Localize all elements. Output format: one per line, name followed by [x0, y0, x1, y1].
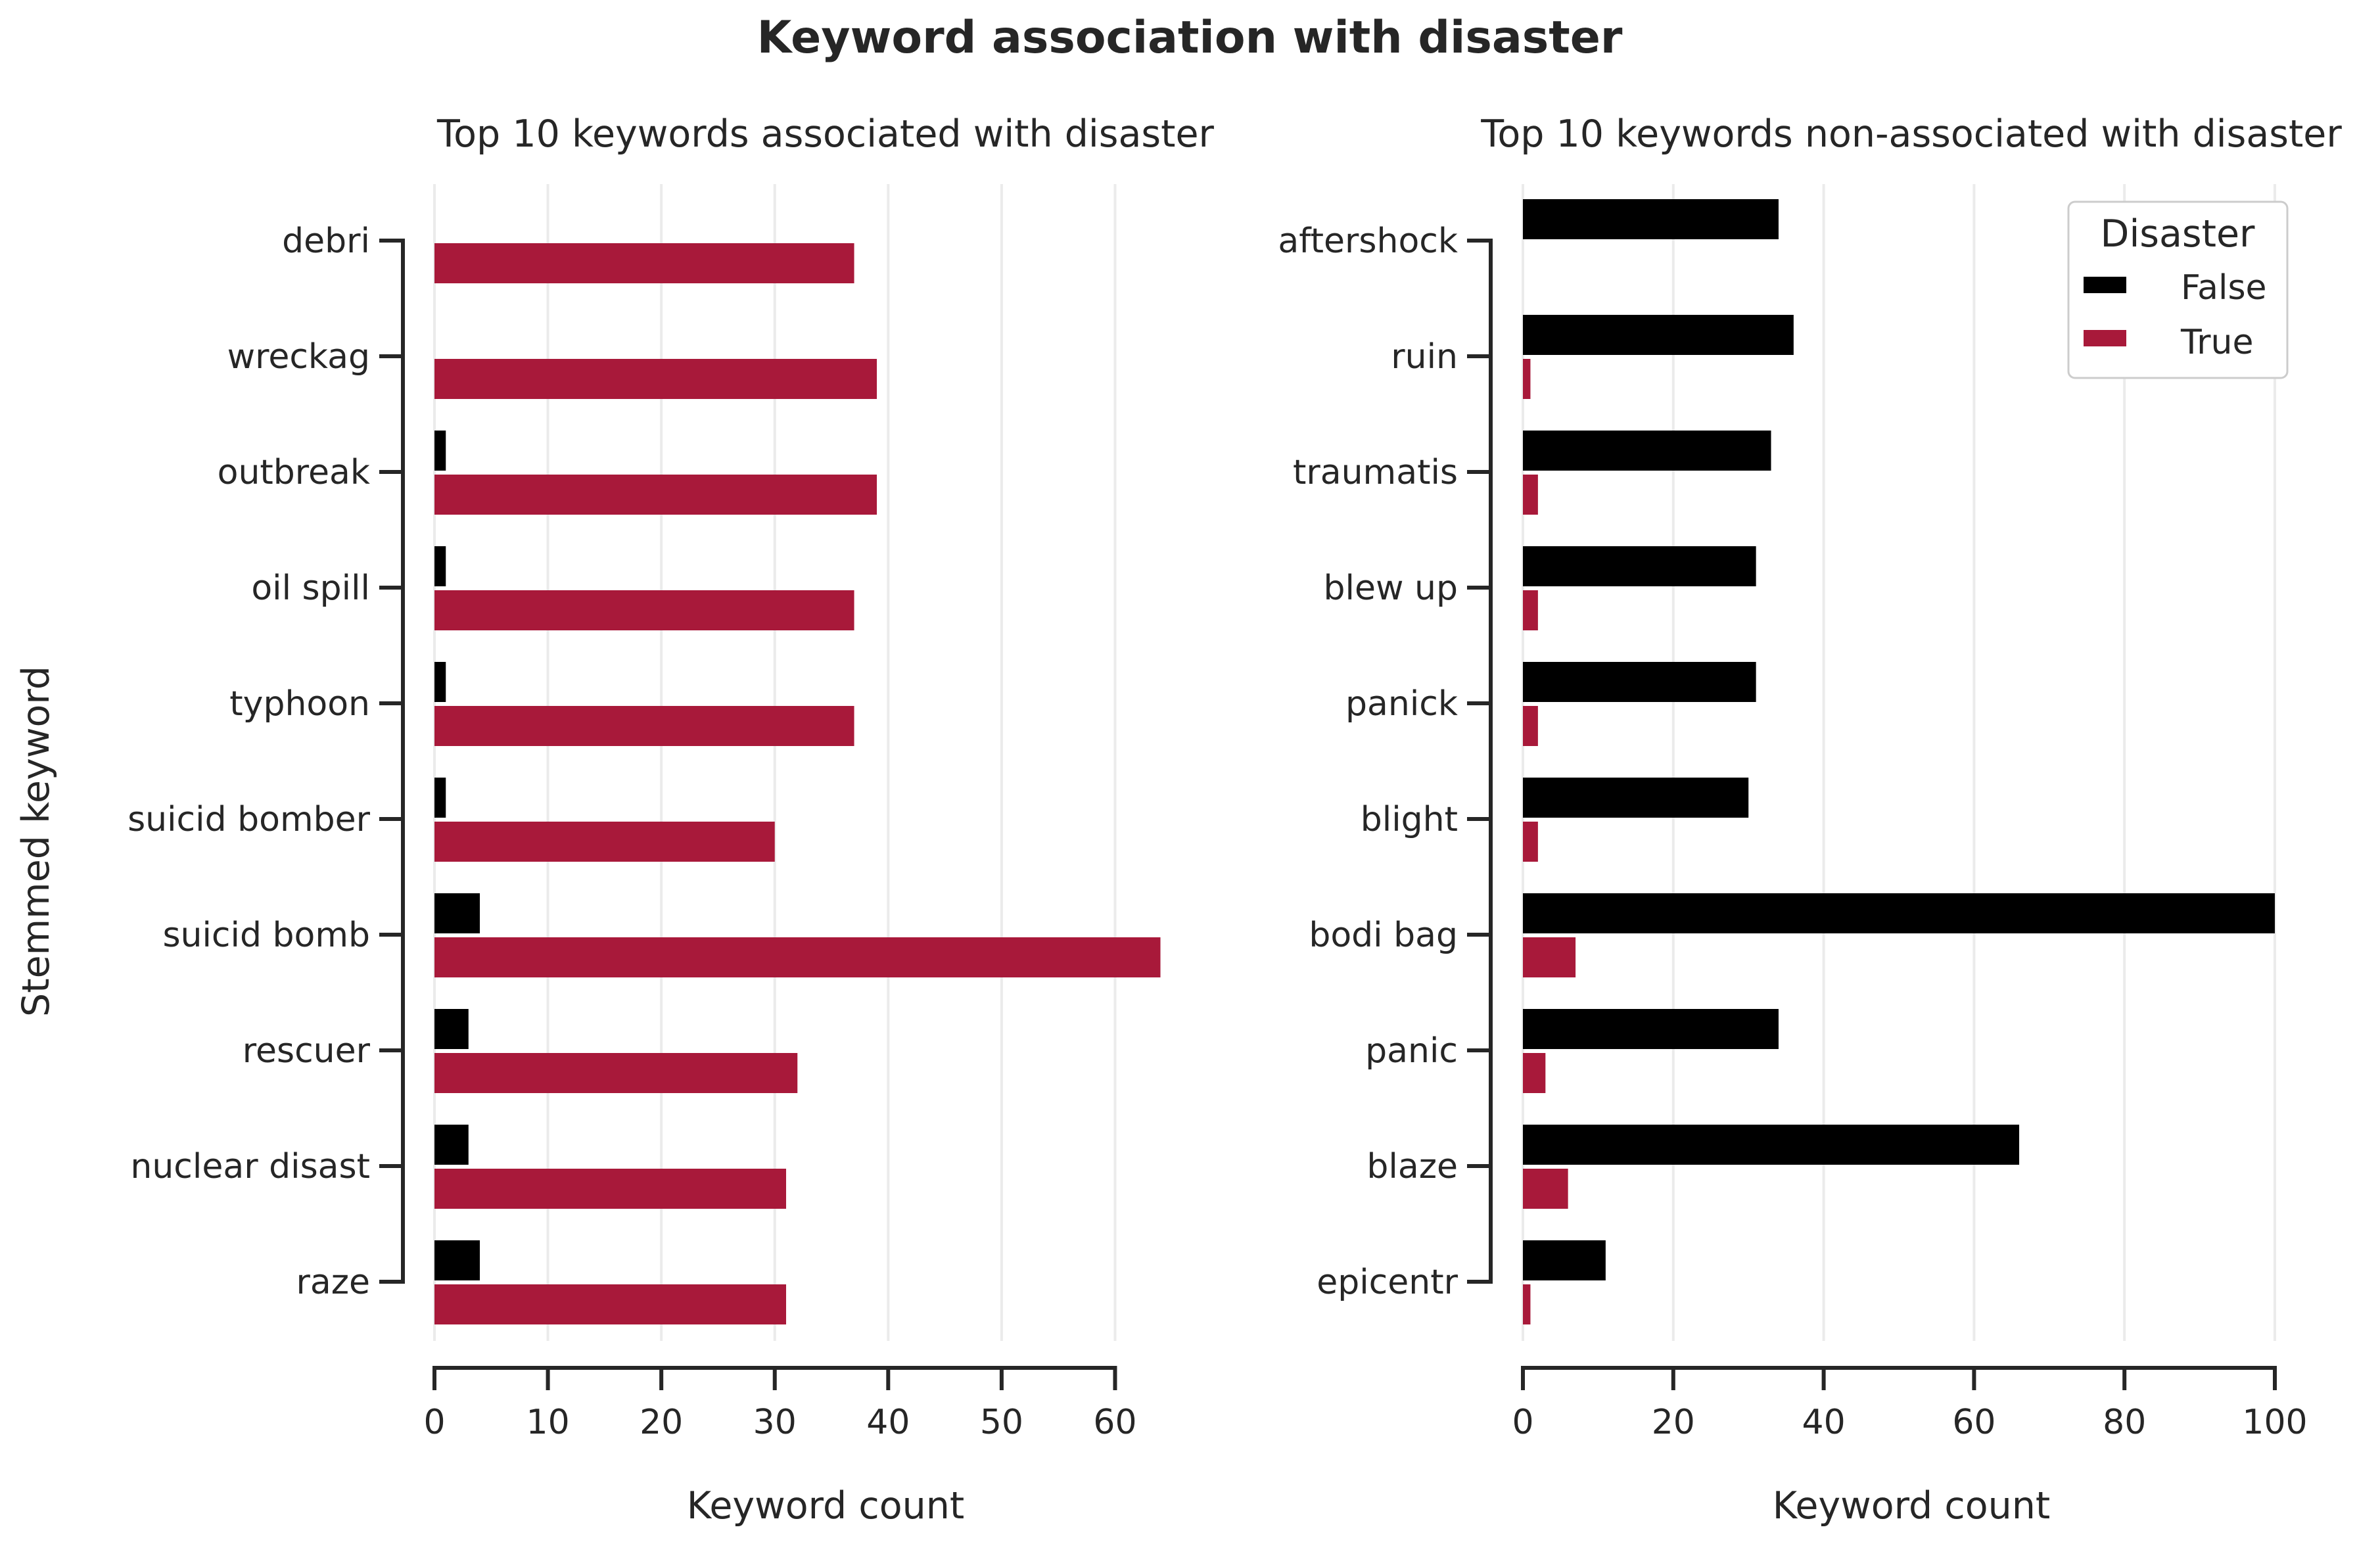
left-bar-false — [434, 1125, 469, 1165]
right-bar-true — [1523, 475, 1538, 515]
left-bar-true — [434, 1053, 798, 1093]
right-x-tick-label: 0 — [1512, 1403, 1533, 1442]
right-panel: Top 10 keywords non-associated with disa… — [1278, 112, 2342, 1528]
right-bar-true — [1523, 359, 1531, 399]
right-bar-false — [1523, 662, 1756, 702]
y-axis-label: Stemmed keyword — [14, 666, 58, 1017]
figure-title: Keyword association with disaster — [757, 12, 1623, 64]
left-y-tick-label: nuclear disast — [130, 1147, 370, 1186]
left-y-tick-label: oil spill — [251, 569, 370, 608]
left-x-tick-label: 50 — [980, 1403, 1023, 1442]
right-y-tick-label: panick — [1345, 684, 1458, 724]
left-panel-title: Top 10 keywords associated with disaster — [436, 112, 1214, 156]
right-y-tick-label: blew up — [1324, 569, 1458, 608]
right-y-tick-label: blaze — [1366, 1147, 1458, 1186]
legend-label-false: False — [2181, 268, 2267, 308]
legend-swatch-true — [2084, 330, 2126, 346]
right-x-tick-label: 20 — [1652, 1403, 1695, 1442]
legend: Disaster False True — [2067, 200, 2289, 379]
left-plot: debri wreckag outbreak oil spill typhoon suic… — [128, 184, 1161, 1442]
left-bar-true — [434, 590, 854, 630]
left-y-tick-label: suicid bomb — [162, 916, 370, 955]
left-panel: Top 10 keywords associated with disaster… — [14, 112, 1215, 1528]
right-bar-true — [1523, 822, 1538, 862]
left-bar-false — [434, 778, 446, 818]
left-x-tick-label: 60 — [1093, 1403, 1136, 1442]
left-x-tick-label: 30 — [753, 1403, 797, 1442]
right-x-tick-label: 80 — [2103, 1403, 2146, 1442]
right-x-axis-label: Keyword count — [1773, 1484, 2050, 1528]
right-bar-true — [1523, 1053, 1546, 1093]
left-bar-false — [434, 431, 446, 471]
left-bar-true — [434, 243, 854, 283]
left-x-tick-label: 10 — [526, 1403, 569, 1442]
left-bar-true — [434, 706, 854, 746]
left-bar-true — [434, 1284, 786, 1324]
right-x-tick-label: 60 — [1952, 1403, 1995, 1442]
left-y-tick-label: rescuer — [243, 1031, 371, 1071]
right-bar-false — [1523, 778, 1749, 818]
left-x-tick-label: 40 — [866, 1403, 910, 1442]
left-bar-true — [434, 822, 775, 862]
left-bar-true — [434, 359, 877, 399]
right-x-tick-label: 40 — [1802, 1403, 1846, 1442]
left-bar-false — [434, 1240, 480, 1280]
right-bar-false — [1523, 315, 1794, 355]
right-bar-true — [1523, 590, 1538, 630]
left-x-axis-label: Keyword count — [687, 1484, 964, 1528]
legend-label-true: True — [2180, 323, 2253, 362]
right-y-tick-label: blight — [1361, 800, 1458, 839]
left-y-tick-label: debri — [282, 222, 370, 261]
left-bar-false — [434, 662, 446, 702]
right-bar-true — [1523, 706, 1538, 746]
right-bar-true — [1523, 1169, 1568, 1209]
left-bar-true — [434, 937, 1161, 977]
right-bar-false — [1523, 546, 1756, 586]
right-bar-false — [1523, 199, 1779, 239]
right-plot: aftershock ruin traumatis blew up panick blig… — [1278, 184, 2308, 1442]
left-bar-false — [434, 546, 446, 586]
right-y-tick-label: bodi bag — [1309, 916, 1458, 955]
right-y-tick-label: traumatis — [1293, 453, 1458, 492]
legend-swatch-false — [2084, 277, 2126, 293]
left-y-tick-label: raze — [296, 1263, 370, 1302]
left-y-tick-label: suicid bomber — [128, 800, 371, 839]
left-y-tick-label: wreckag — [227, 337, 370, 377]
right-bar-false — [1523, 893, 2275, 933]
right-y-tick-label: ruin — [1391, 337, 1458, 377]
right-bar-false — [1523, 1009, 1779, 1049]
right-bar-true — [1523, 1284, 1531, 1324]
right-panel-title: Top 10 keywords non-associated with disa… — [1480, 112, 2342, 156]
left-x-tick-label: 0 — [423, 1403, 445, 1442]
right-bar-false — [1523, 431, 1771, 471]
left-bar-false — [434, 1009, 469, 1049]
right-bar-true — [1523, 937, 1576, 977]
right-x-tick-label: 100 — [2242, 1403, 2307, 1442]
left-bar-true — [434, 475, 877, 515]
right-y-tick-label: aftershock — [1278, 222, 1458, 261]
right-y-tick-label: epicentr — [1317, 1263, 1458, 1302]
legend-title: Disaster — [2101, 212, 2255, 256]
right-bar-false — [1523, 1240, 1606, 1280]
left-y-tick-label: typhoon — [229, 684, 370, 724]
left-x-tick-label: 20 — [640, 1403, 683, 1442]
right-bar-false — [1523, 1125, 2020, 1165]
right-y-tick-label: panic — [1365, 1031, 1458, 1071]
left-y-tick-label: outbreak — [218, 453, 370, 492]
left-bar-true — [434, 1169, 786, 1209]
left-bar-false — [434, 893, 480, 933]
